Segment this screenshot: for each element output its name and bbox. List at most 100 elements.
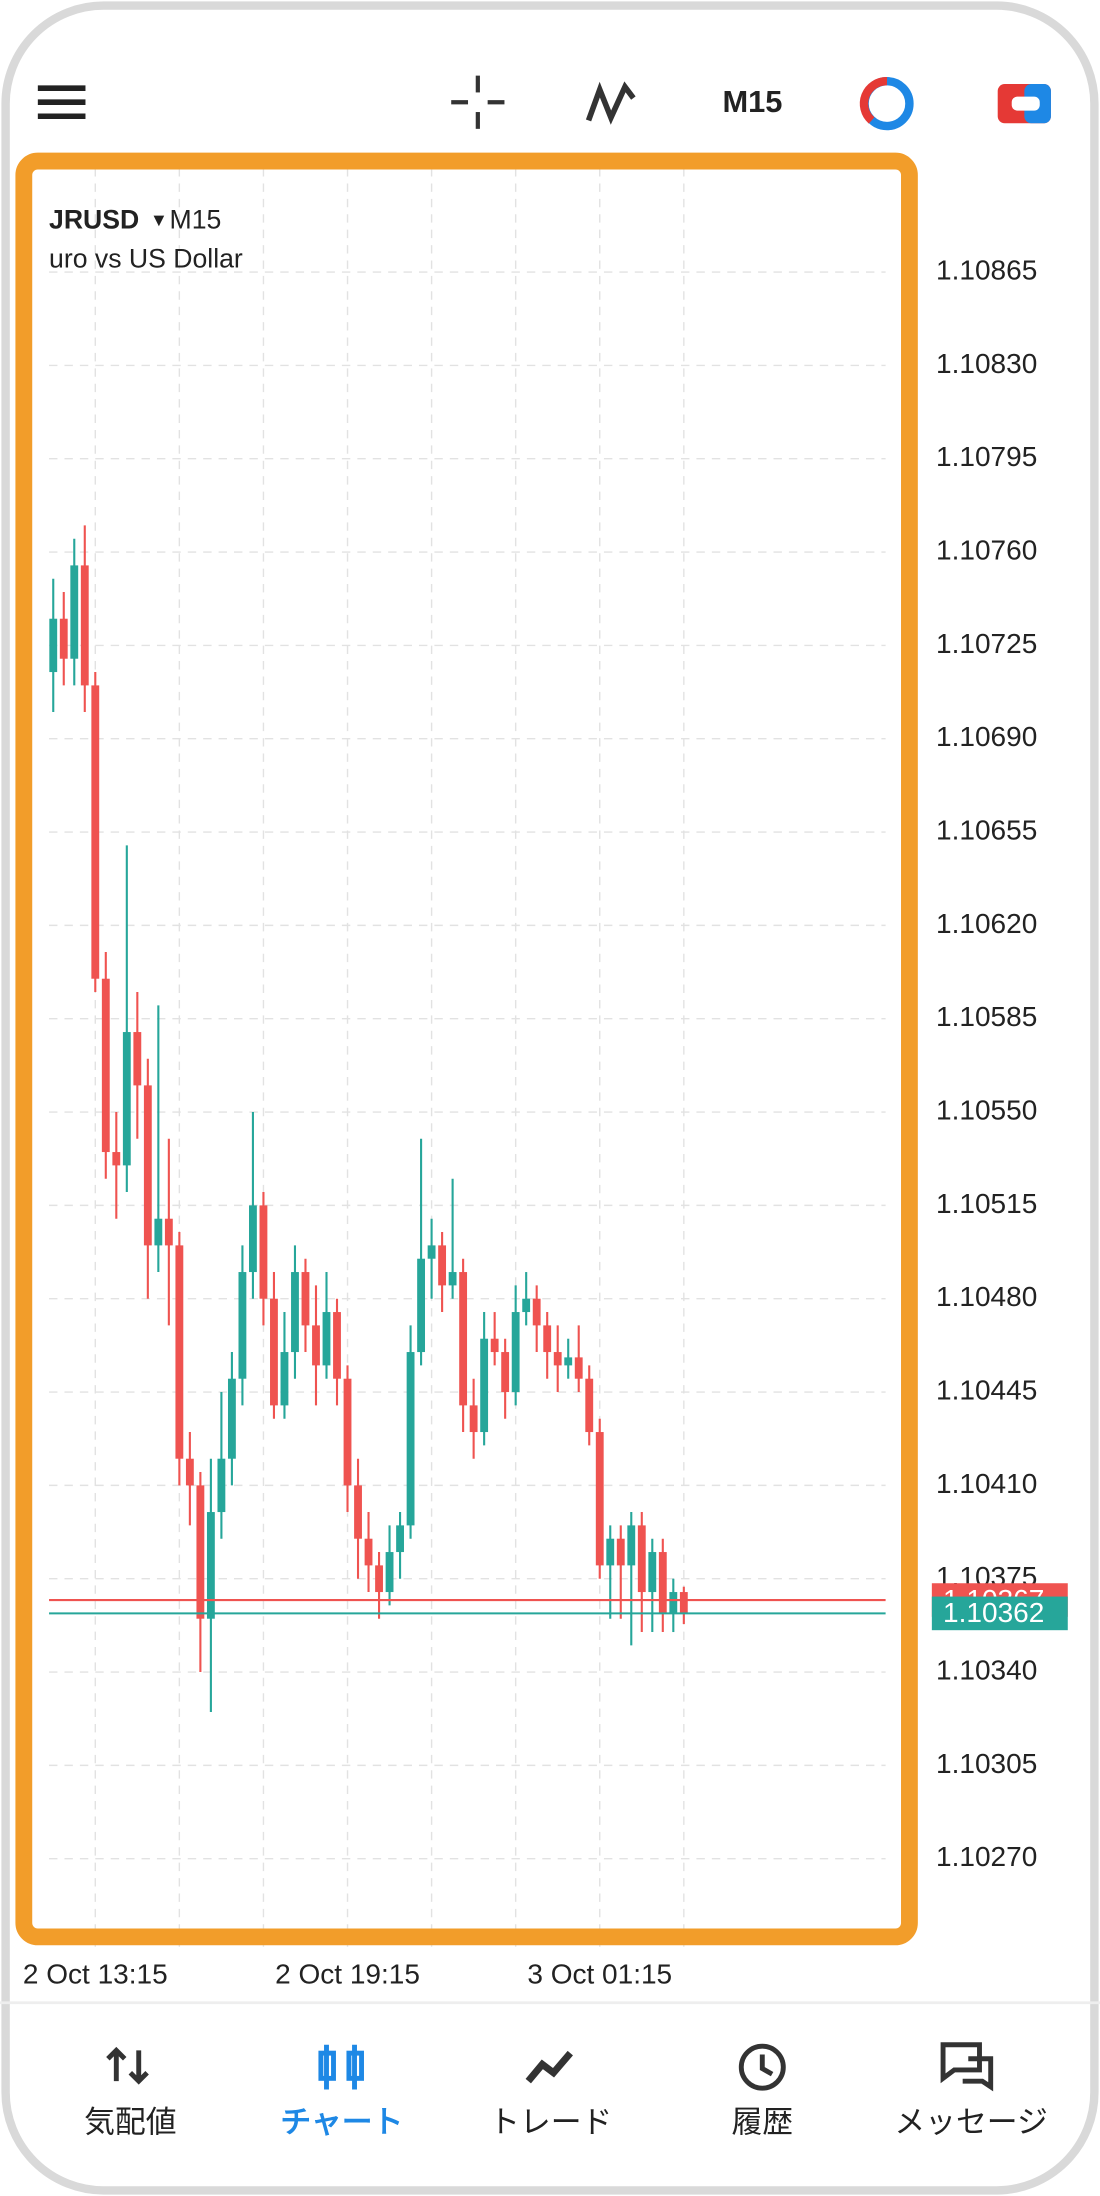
candle-body xyxy=(91,685,100,979)
candle-body xyxy=(164,1218,173,1246)
candle-body xyxy=(606,1538,615,1566)
candle-body xyxy=(501,1352,510,1393)
candle-body xyxy=(627,1525,636,1566)
chart-area: 1.10865 1.10830 1.10795 1.10760 1.10725 1.106… xyxy=(23,168,1068,1990)
x-tick-label: 2 Oct 19:15 xyxy=(275,1959,420,1990)
nav-item[interactable]: トレード xyxy=(489,2105,612,2140)
candle-body xyxy=(322,1312,331,1366)
candle-body xyxy=(679,1592,688,1614)
nav-item[interactable]: 気配値 xyxy=(84,2105,176,2140)
y-tick-label: 1.10305 xyxy=(936,1748,1037,1779)
candle-body xyxy=(249,1205,257,1273)
y-tick-label: 1.10515 xyxy=(936,1188,1037,1219)
candle-body xyxy=(333,1312,341,1379)
candle-body xyxy=(595,1432,604,1566)
candle-body xyxy=(133,1032,142,1086)
indicator-icon[interactable] xyxy=(585,81,636,125)
candle-body xyxy=(417,1258,426,1353)
price-label: 1.10362 xyxy=(943,1597,1044,1628)
candle-body xyxy=(270,1298,278,1406)
candle-body xyxy=(196,1485,205,1619)
candle-body xyxy=(259,1205,268,1299)
candle-body xyxy=(112,1152,121,1166)
candle-body xyxy=(480,1338,489,1433)
candle-body xyxy=(553,1352,562,1366)
candle-body xyxy=(522,1298,531,1313)
candle-body xyxy=(343,1378,352,1486)
candle-body xyxy=(427,1245,436,1259)
candle-body xyxy=(217,1458,226,1513)
x-tick-label: 2 Oct 13:15 xyxy=(23,1959,168,1990)
y-tick-label: 1.10725 xyxy=(936,628,1037,659)
x-tick-label: 3 Oct 01:15 xyxy=(527,1959,672,1990)
timeframe-button[interactable]: M15 xyxy=(723,84,783,119)
candle-body xyxy=(616,1538,625,1566)
candle-body xyxy=(185,1458,194,1486)
bottom-nav: 気配値 チャート トレード 履歴 メッセージ xyxy=(84,2105,1048,2140)
y-tick-label: 1.10585 xyxy=(936,1001,1037,1032)
candle-body xyxy=(154,1218,163,1246)
candle-body xyxy=(469,1405,478,1433)
candle-body xyxy=(459,1272,468,1406)
highlight-frame xyxy=(15,152,918,1946)
candle-body xyxy=(564,1357,573,1366)
candle-body xyxy=(80,565,89,686)
symbol-dropdown[interactable]: ▼ xyxy=(150,210,168,230)
y-tick-label: 1.10445 xyxy=(936,1374,1037,1405)
candle-body xyxy=(59,618,68,659)
candle-body xyxy=(448,1272,457,1286)
candle-body xyxy=(291,1272,299,1353)
candle-body xyxy=(574,1357,583,1379)
candle-body xyxy=(49,618,58,673)
candle-body xyxy=(354,1485,362,1539)
candle-body xyxy=(511,1312,520,1393)
candle-body xyxy=(669,1592,678,1614)
crosshair-icon[interactable] xyxy=(451,75,505,129)
nav-item[interactable]: チャート xyxy=(280,2105,403,2140)
y-tick-label: 1.10690 xyxy=(936,721,1037,752)
candle-body xyxy=(490,1338,499,1353)
y-tick-label: 1.10550 xyxy=(936,1094,1037,1125)
candle-body xyxy=(438,1245,447,1286)
candle-body xyxy=(375,1565,383,1593)
price-label-bg xyxy=(931,1596,1068,1631)
candle-body xyxy=(396,1525,404,1553)
candle-body xyxy=(532,1298,541,1326)
hamburger[interactable] xyxy=(37,85,86,120)
candle-body xyxy=(206,1512,215,1619)
candle-body xyxy=(637,1525,646,1593)
nav-icons xyxy=(106,2042,994,2092)
candle-body xyxy=(543,1325,552,1353)
candle-body xyxy=(301,1272,310,1326)
candle-body xyxy=(312,1325,320,1366)
nav-item[interactable]: メッセージ xyxy=(894,2105,1047,2140)
trade-icon[interactable] xyxy=(997,84,1051,124)
y-tick-label: 1.10655 xyxy=(936,814,1037,845)
y-tick-label: 1.10795 xyxy=(936,441,1037,472)
chart-timeframe: M15 xyxy=(170,204,222,234)
y-tick-label: 1.10865 xyxy=(936,254,1037,285)
nav-item[interactable]: 履歴 xyxy=(731,2105,793,2140)
y-tick-label: 1.10830 xyxy=(936,348,1037,379)
clock-icon[interactable] xyxy=(859,77,914,131)
candle-body xyxy=(175,1245,184,1459)
y-tick-label: 1.10760 xyxy=(936,534,1037,565)
candle-body xyxy=(364,1538,373,1566)
candle-body xyxy=(238,1272,247,1379)
y-tick-label: 1.10340 xyxy=(936,1654,1037,1685)
candle-body xyxy=(227,1378,236,1459)
candle-body xyxy=(385,1552,394,1593)
candle-body xyxy=(280,1352,289,1406)
symbol-description: uro vs US Dollar xyxy=(49,244,243,274)
y-tick-label: 1.10410 xyxy=(936,1468,1037,1499)
candle-body xyxy=(658,1552,667,1614)
y-tick-label: 1.10620 xyxy=(936,908,1037,939)
symbol[interactable]: JRUSD xyxy=(49,204,139,234)
y-tick-label: 1.10480 xyxy=(936,1281,1037,1312)
candle-body xyxy=(648,1552,657,1593)
candle-body xyxy=(70,565,79,659)
candle-body xyxy=(143,1085,152,1246)
